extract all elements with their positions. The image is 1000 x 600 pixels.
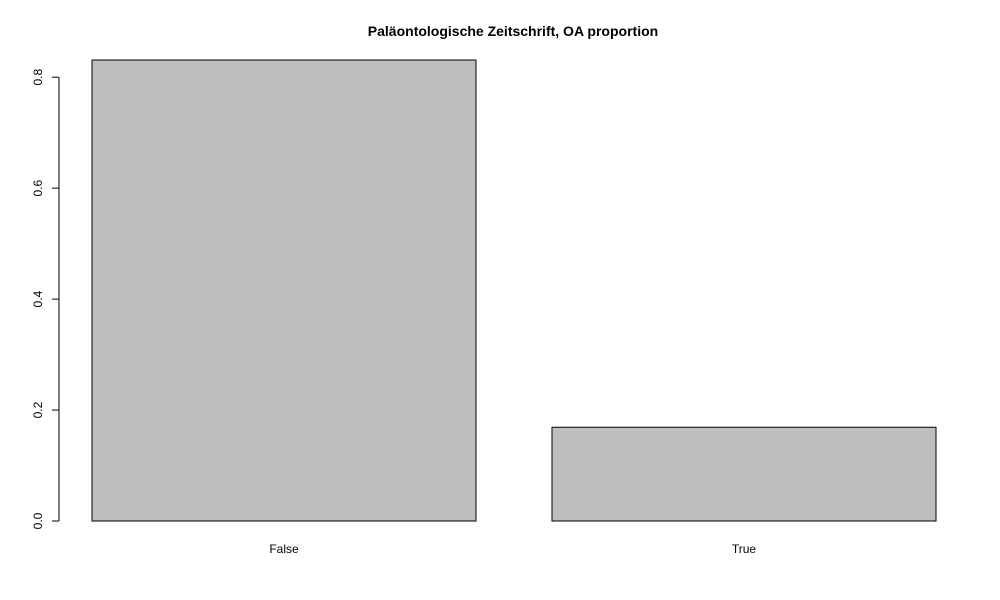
y-tick-label: 0.0 [31,512,45,529]
y-tick-label: 0.2 [31,401,45,418]
bars [91,59,937,522]
x-category-label: True [732,542,757,556]
chart-title: Paläontologische Zeitschrift, OA proport… [368,23,658,39]
y-tick-label: 0.4 [31,290,45,307]
bar-true [551,426,937,522]
y-axis: 0.0 0.2 0.4 0.6 0.8 [31,69,60,529]
x-axis-labels: False True [269,542,756,556]
y-tick-label: 0.8 [31,69,45,86]
bar-false [91,59,477,522]
x-category-label: False [269,542,299,556]
y-tick-label: 0.6 [31,179,45,196]
